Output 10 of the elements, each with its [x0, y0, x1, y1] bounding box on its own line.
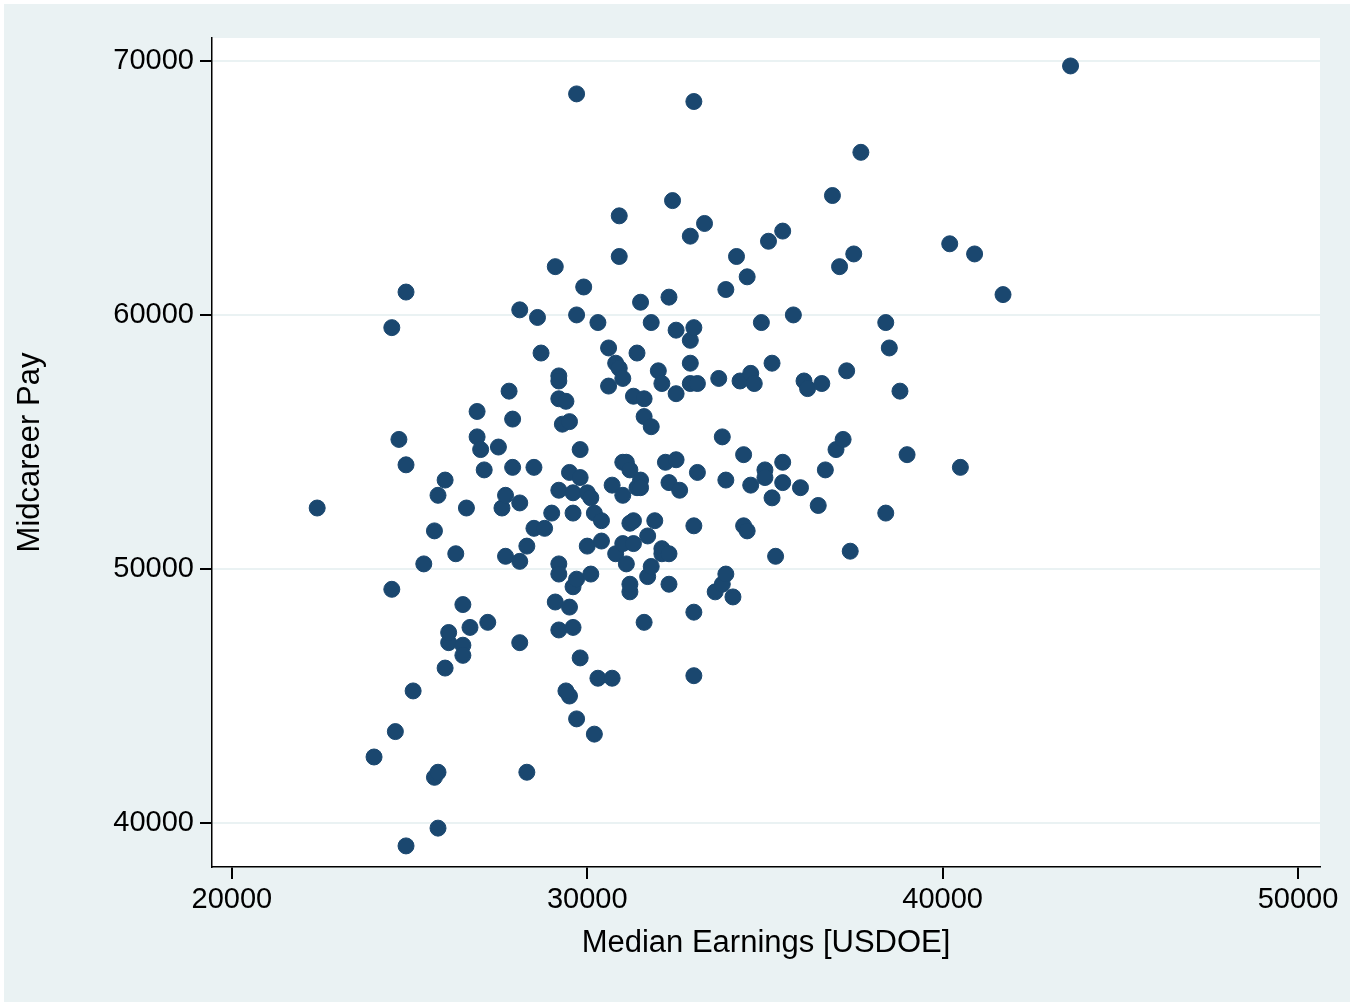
x-tick-label: 40000: [902, 882, 983, 915]
x-tick-label: 20000: [191, 882, 273, 915]
y-tick-label: 70000: [113, 42, 194, 75]
y-axis-title: Midcareer Pay: [11, 352, 47, 553]
x-axis-title: Median Earnings [USDOE]: [581, 923, 951, 959]
y-tick-label: 40000: [113, 805, 194, 838]
y-tick-label: 50000: [113, 550, 194, 583]
x-tick-label: 30000: [546, 882, 628, 915]
x-tick-label: 50000: [1257, 882, 1339, 915]
y-tick-label: 60000: [113, 296, 194, 329]
